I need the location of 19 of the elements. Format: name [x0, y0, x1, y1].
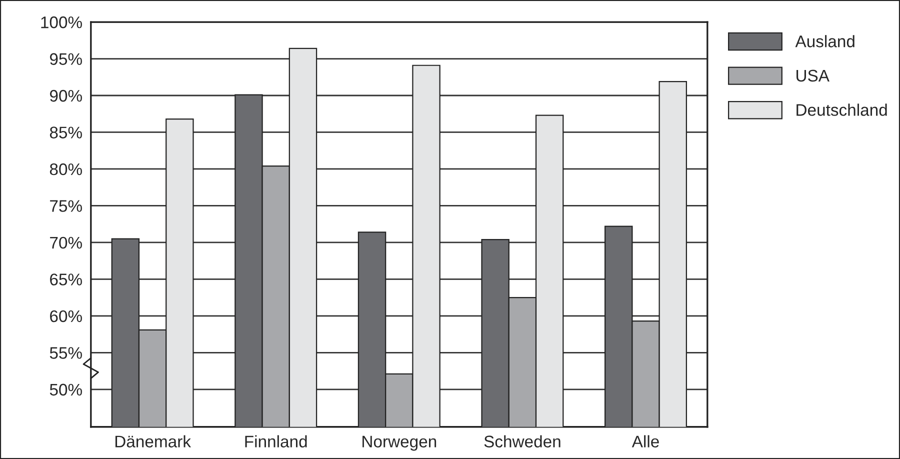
y-tick-label: 60%: [50, 310, 82, 322]
y-tick-label: 65%: [50, 274, 82, 286]
x-tick-label: Schweden: [484, 435, 560, 448]
y-tick-label: 70%: [50, 236, 82, 249]
y-tick-label: 50%: [50, 384, 82, 396]
y-tick-label: 90%: [50, 90, 82, 102]
y-tick-label: 100%: [41, 16, 82, 28]
y-tick-label: 75%: [50, 200, 82, 212]
legend-label: USA: [796, 70, 830, 82]
x-tick-label: Alle: [632, 435, 659, 448]
legend-label: Ausland: [795, 35, 854, 48]
x-tick-label: Dänemark: [115, 435, 192, 448]
y-tick-label: 55%: [50, 347, 82, 359]
y-tick-label: 80%: [50, 163, 82, 176]
y-tick-label: 95%: [50, 53, 82, 65]
y-tick-label: 85%: [50, 126, 82, 138]
legend-label: Deutschland: [796, 104, 887, 116]
x-tick-label: Norwegen: [362, 436, 436, 451]
x-tick-label: Finnland: [245, 435, 307, 448]
